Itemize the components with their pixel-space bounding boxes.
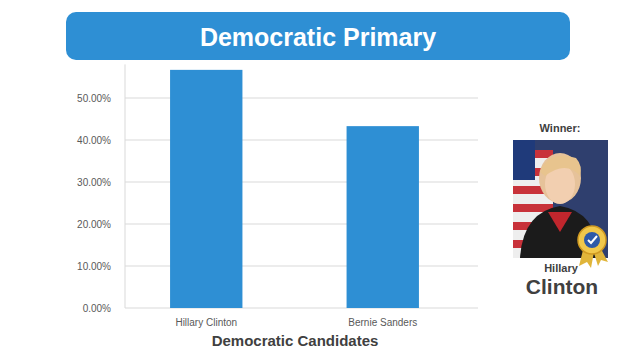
y-tick-label: 20.00%: [77, 219, 111, 230]
badge-check: [588, 236, 597, 243]
flag-canton: [513, 140, 535, 180]
y-tick-label: 0.00%: [83, 303, 111, 314]
badge-ring: [578, 226, 606, 254]
chart: 0.00% 10.00% 20.00% 30.00% 40.00% 50.00% Hilla…: [0, 0, 638, 359]
title-banner: [66, 12, 570, 60]
hair-top: [540, 156, 581, 176]
badge-center: [584, 232, 600, 248]
photo-bg: [513, 140, 608, 258]
bar: [170, 70, 242, 308]
bars: [170, 70, 419, 308]
x-tick-label: Bernie Sanders: [348, 317, 417, 328]
y-axis-line: [125, 64, 126, 308]
y-tick-label: 40.00%: [77, 135, 111, 146]
y-tick-label: 30.00%: [77, 177, 111, 188]
annotation: Winner:: [540, 122, 581, 134]
x-tick-label: Hillary Clinton: [175, 317, 237, 328]
page: 0.00% 10.00% 20.00% 30.00% 40.00% 50.00% Hilla…: [0, 0, 638, 359]
annotation: Hillary: [544, 262, 579, 274]
portrait: [513, 140, 608, 258]
annotation: Clinton: [526, 275, 598, 298]
blouse: [548, 212, 572, 232]
title: Democratic Primary: [200, 23, 436, 51]
bar: [347, 126, 419, 308]
hair: [539, 153, 581, 203]
y-tick-label: 50.00%: [77, 93, 111, 104]
y-tick-label: 10.00%: [77, 261, 111, 272]
x-axis-title: Democratic Candidates: [212, 332, 379, 349]
badge: [578, 226, 608, 268]
